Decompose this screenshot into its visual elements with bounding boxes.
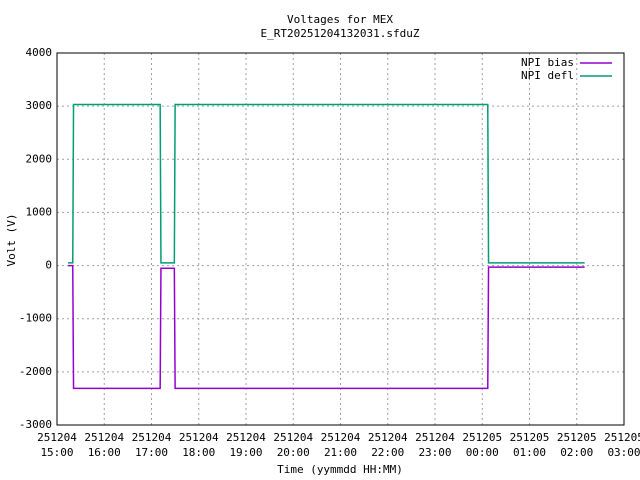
x-tick-label: 251204 17:00 [131,431,172,459]
x-tick-label: 251204 19:00 [226,431,266,459]
y-axis-label: Volt (V) [5,214,18,267]
y-tick-label: -2000 [19,365,52,378]
data-line [68,264,585,390]
y-tick-label: 2000 [26,152,53,165]
y-tick-label: 3000 [26,99,53,112]
legend-label: NPI defl [521,69,574,82]
plot-frame [56,52,625,426]
x-tick-label: 251204 23:00 [415,431,455,459]
y-tick-label: -3000 [19,418,52,431]
x-tick-label: 251205 03:00 [604,431,640,459]
y-tick-label: 4000 [26,46,53,59]
x-tick-label: 251205 00:00 [462,431,503,459]
x-axis-label: Time (yymmdd HH:MM) [277,463,403,476]
x-tick-label: 251205 02:00 [556,431,597,459]
data-line [68,103,585,264]
y-tick-label: 0 [45,259,52,272]
x-tick-label: 251204 21:00 [320,431,361,459]
chart-subtitle: E_RT20251204132031.sfduZ [261,27,420,40]
x-tick-label: 251205 01:00 [509,431,550,459]
x-tick-label: 251204 16:00 [84,431,125,459]
x-tick-label: 251204 22:00 [367,431,408,459]
x-tick-label: 251204 18:00 [178,431,219,459]
x-tick-label: 251204 20:00 [273,431,314,459]
x-tick-label: 251204 15:00 [37,431,77,459]
y-tick-label: -1000 [19,312,52,325]
legend-label: NPI bias [521,56,574,69]
y-tick-label: 1000 [26,205,53,218]
chart-title: Voltages for MEX [287,13,393,26]
